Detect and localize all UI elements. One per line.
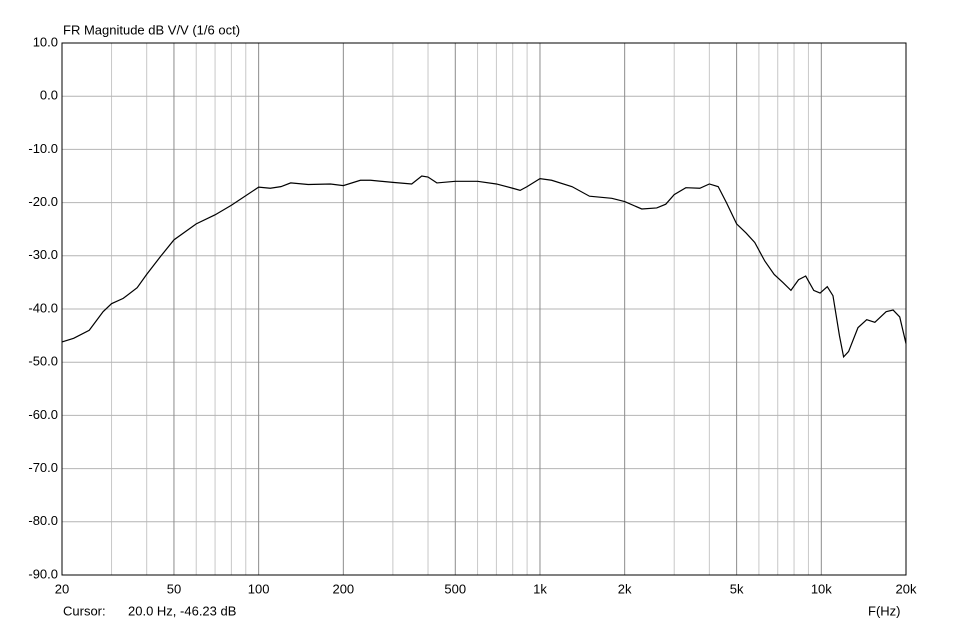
cursor-value: 20.0 Hz, -46.23 dB [128,603,236,618]
x-tick-label: 500 [444,581,466,596]
y-tick-label: -70.0 [28,460,58,475]
x-tick-label: 10k [811,581,832,596]
y-tick-label: 0.0 [40,88,58,103]
x-axis-label: F(Hz) [868,603,901,618]
chart-title: FR Magnitude dB V/V (1/6 oct) [63,22,240,37]
y-tick-label: -60.0 [28,407,58,422]
y-tick-label: -40.0 [28,300,58,315]
y-tick-label: -30.0 [28,247,58,262]
x-tick-label: 20 [55,581,69,596]
x-tick-label: 200 [332,581,354,596]
x-tick-label: 50 [167,581,181,596]
x-tick-label: 1k [533,581,547,596]
response-line [61,175,907,359]
x-tick-label: 2k [618,581,632,596]
y-tick-label: -50.0 [28,354,58,369]
y-tick-label: -90.0 [28,566,58,581]
x-tick-label: 20k [896,581,917,596]
plot-frame [61,42,907,576]
y-tick-label: -10.0 [28,141,58,156]
x-tick-label: 100 [248,581,270,596]
y-tick-label: 10.0 [33,34,58,49]
x-tick-label: 5k [730,581,744,596]
y-tick-label: -20.0 [28,194,58,209]
y-tick-label: -80.0 [28,513,58,528]
cursor-label: Cursor: [63,603,106,618]
